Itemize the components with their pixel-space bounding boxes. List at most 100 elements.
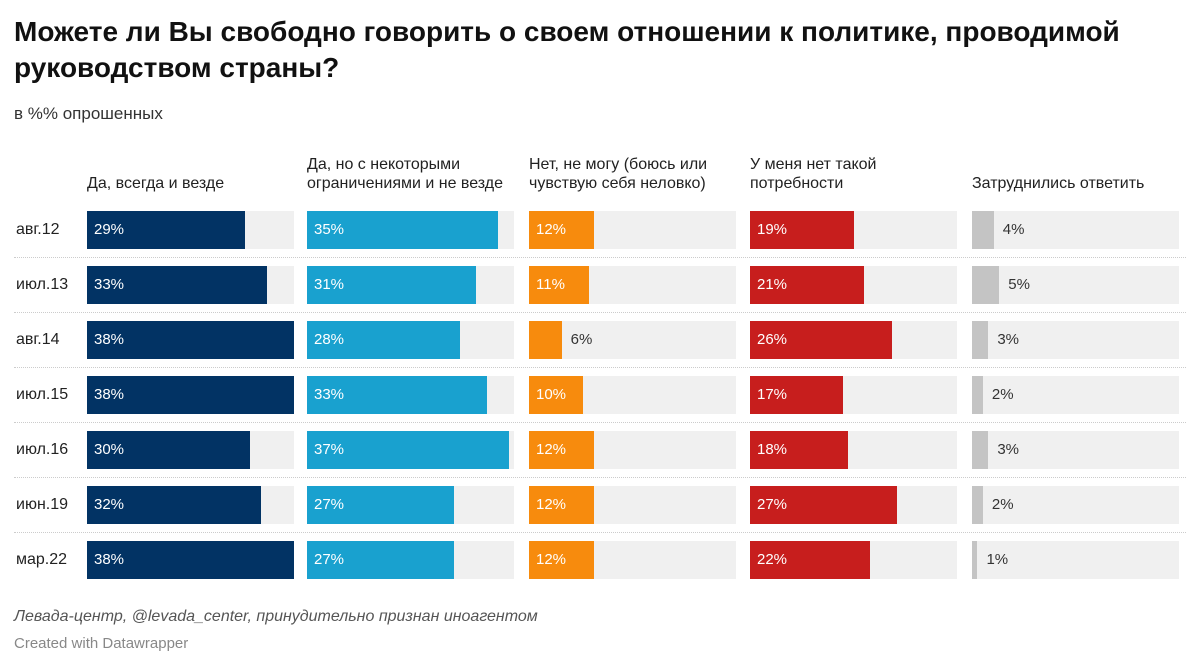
- data-label: 27%: [314, 551, 345, 568]
- data-label: 12%: [536, 441, 567, 458]
- row-label: авг.12: [16, 221, 60, 238]
- data-label: 2%: [991, 386, 1014, 403]
- data-label: 17%: [757, 386, 788, 403]
- bar: [750, 211, 854, 249]
- bar: [750, 321, 892, 359]
- data-label: 29%: [94, 221, 125, 238]
- data-label: 19%: [757, 221, 788, 238]
- data-label: 21%: [757, 276, 788, 293]
- row-label: июл.16: [16, 441, 69, 458]
- row-separator: [14, 422, 1186, 423]
- row-label: июл.13: [16, 276, 69, 293]
- bar: [972, 266, 1000, 304]
- data-label: 33%: [94, 276, 125, 293]
- data-label: 35%: [314, 221, 345, 238]
- data-label: 5%: [1008, 276, 1030, 293]
- data-label: 12%: [536, 496, 567, 513]
- bar: [87, 376, 294, 414]
- series-header: Да, но с некоторыми ограничениями и не в…: [307, 156, 504, 192]
- bar: [307, 211, 498, 249]
- bar-track: [972, 541, 1179, 579]
- data-label: 11%: [536, 276, 565, 293]
- bar: [972, 431, 989, 469]
- row-separator: [14, 257, 1186, 258]
- series-header: Затруднились ответить: [972, 175, 1145, 192]
- bar: [972, 376, 983, 414]
- data-label: 4%: [1002, 221, 1025, 238]
- bar: [972, 541, 978, 579]
- bar: [529, 431, 595, 469]
- row-separator: [14, 532, 1186, 533]
- bar: [972, 321, 989, 359]
- bar: [87, 431, 251, 469]
- data-label: 12%: [536, 221, 567, 238]
- data-label: 3%: [997, 331, 1020, 348]
- chart-subtitle: в %% опрошенных: [14, 104, 163, 123]
- bar: [307, 431, 509, 469]
- bar-track: [972, 431, 1179, 469]
- bar: [750, 431, 849, 469]
- data-label: 3%: [997, 441, 1020, 458]
- bar: [529, 266, 589, 304]
- bar: [307, 486, 455, 524]
- data-label: 2%: [991, 496, 1014, 513]
- bar: [750, 376, 843, 414]
- bar: [972, 486, 983, 524]
- data-label: 28%: [314, 331, 345, 348]
- data-label: 27%: [314, 496, 345, 513]
- bar-track: [972, 211, 1179, 249]
- data-label: 6%: [570, 331, 593, 348]
- data-label: 27%: [757, 496, 788, 513]
- row-separator: [14, 477, 1186, 478]
- row-label: июн.19: [16, 496, 69, 513]
- bar: [750, 266, 865, 304]
- bar: [529, 211, 595, 249]
- credit-link[interactable]: Created with Datawrapper: [14, 635, 189, 652]
- bar: [529, 541, 595, 579]
- bar: [529, 486, 595, 524]
- bar-track: [972, 486, 1179, 524]
- bar: [972, 211, 994, 249]
- data-label: 18%: [757, 441, 788, 458]
- data-label: 30%: [94, 441, 125, 458]
- data-label: 38%: [94, 551, 125, 568]
- chart-title: Можете ли Вы свободно говорить о своем о…: [14, 16, 1120, 83]
- data-label: 33%: [314, 386, 345, 403]
- row-label: авг.14: [16, 331, 60, 348]
- bar-track: [529, 321, 736, 359]
- row-label: мар.22: [16, 551, 68, 568]
- row-separator: [14, 367, 1186, 368]
- bar-track: [972, 321, 1179, 359]
- bar: [529, 321, 562, 359]
- data-label: 10%: [536, 386, 567, 403]
- data-label: 12%: [536, 551, 567, 568]
- data-label: 26%: [757, 331, 788, 348]
- data-label: 32%: [94, 496, 125, 513]
- bar: [750, 541, 870, 579]
- series-header: Да, всегда и везде: [87, 175, 225, 192]
- data-label: 38%: [94, 331, 125, 348]
- series-header: Нет, не могу (боюсь или чувствую себя не…: [529, 156, 708, 192]
- bar: [87, 486, 262, 524]
- bar-track: [972, 376, 1179, 414]
- row-label: июл.15: [16, 386, 69, 403]
- bar: [87, 321, 294, 359]
- source-note: Левада-центр, @levada_center, принудител…: [14, 608, 538, 625]
- row-separator: [14, 312, 1186, 313]
- data-label: 31%: [314, 276, 345, 293]
- bar: [529, 376, 584, 414]
- series-header: У меня нет такой потребности: [750, 156, 877, 192]
- bar: [87, 211, 245, 249]
- data-label: 38%: [94, 386, 125, 403]
- bar: [307, 321, 460, 359]
- data-label: 37%: [314, 441, 345, 458]
- data-label: 22%: [757, 551, 788, 568]
- bar-track: [972, 266, 1179, 304]
- bar: [307, 266, 476, 304]
- bar: [750, 486, 898, 524]
- bar: [87, 266, 267, 304]
- bar: [307, 376, 487, 414]
- bar: [307, 541, 455, 579]
- bar: [87, 541, 294, 579]
- data-label: 1%: [986, 551, 1009, 568]
